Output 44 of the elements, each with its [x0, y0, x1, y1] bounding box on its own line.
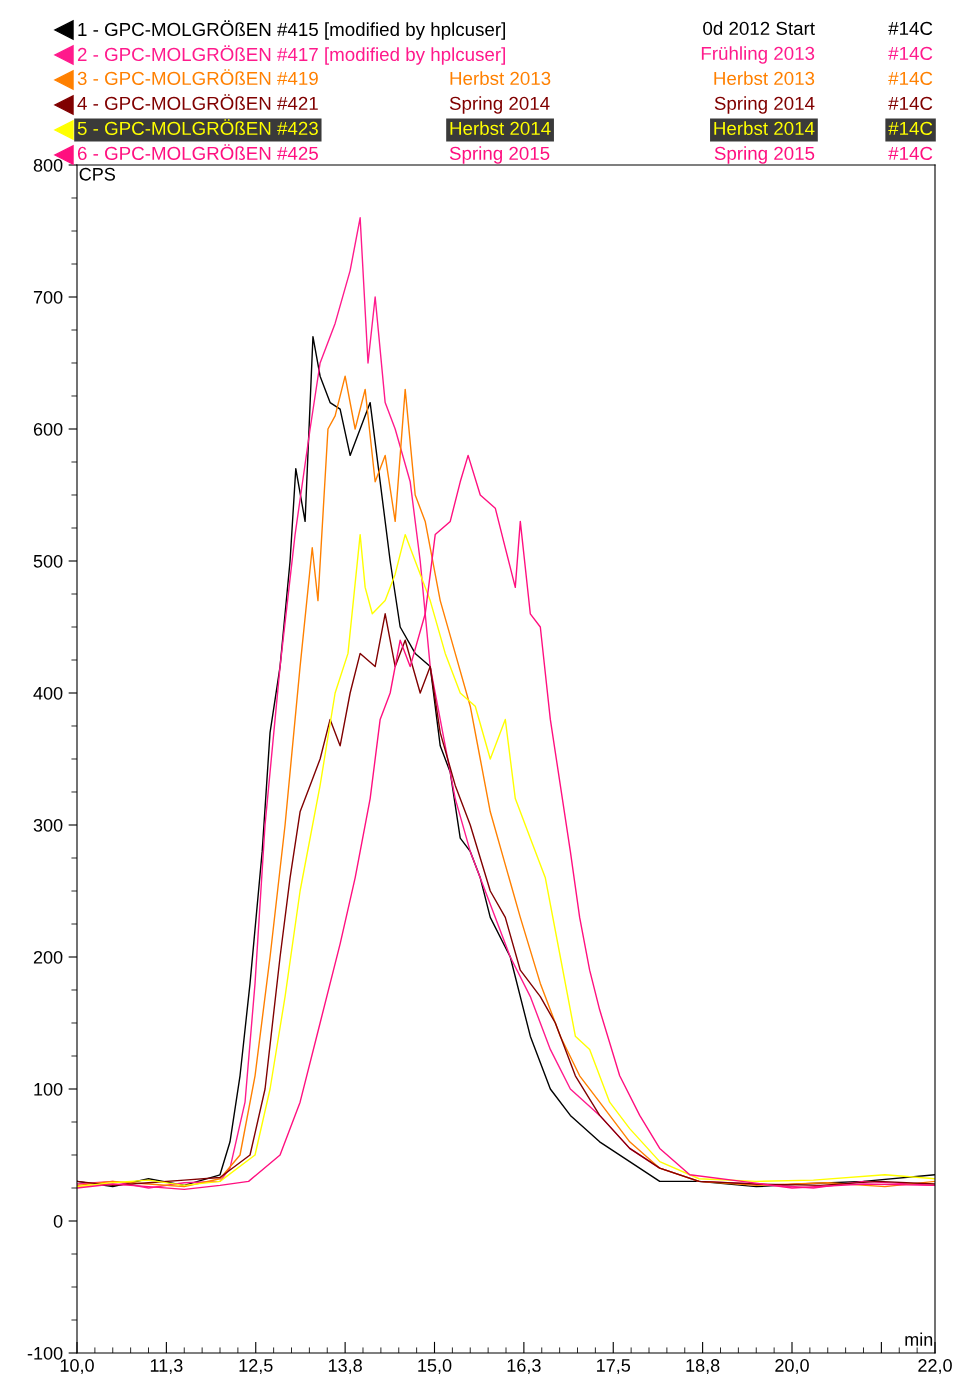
text: Herbst 2014: [450, 121, 551, 136]
legend-label: 2 - GPC-MOLGRÖßEN #417 [modified by hplcuser]: [77, 45, 505, 65]
y-tick-label: 600: [33, 422, 63, 436]
y-tick-label: 400: [33, 686, 63, 700]
text: Spring 2015: [449, 146, 550, 164]
text: Spring 2014: [714, 96, 815, 114]
y-tick-label: 700: [33, 290, 63, 304]
text: Spring 2015: [714, 146, 815, 164]
x-tick-label: 13,8: [328, 1359, 362, 1374]
text: #14C: [888, 71, 933, 86]
x-axis-title: min: [905, 1332, 933, 1346]
x-tick-label: 16,3: [507, 1359, 541, 1374]
y-tick-label: 100: [34, 1082, 63, 1096]
text: #14C: [888, 96, 933, 111]
legend-label: 4 - GPC-MOLGRÖßEN #421: [77, 94, 318, 111]
x-tick-label: 18,8: [686, 1359, 720, 1374]
legend-label: 5 - GPC-MOLGRÖßEN #423: [77, 119, 318, 136]
text: 0d 2012 Start: [703, 21, 815, 36]
x-tick-label: 22,0: [918, 1359, 952, 1374]
x-tick-label: 10,0: [60, 1359, 94, 1374]
x-tick-label: 17,5: [597, 1359, 631, 1374]
y-tick-label: -100: [27, 1346, 63, 1360]
x-tick-label: 12,5: [239, 1359, 273, 1374]
y-axis-title: CPS: [79, 167, 116, 181]
text: #14C: [888, 21, 933, 36]
x-tick-label: 15,0: [418, 1359, 452, 1374]
x-tick-label: 11,3: [150, 1359, 183, 1374]
y-tick-label: 800: [33, 158, 63, 172]
y-tick-label: 300: [33, 818, 63, 832]
legend-label: 6 - GPC-MOLGRÖßEN #425: [77, 144, 318, 161]
text: #14C: [888, 146, 933, 161]
y-tick-label: 200: [33, 950, 63, 964]
text: #14C: [888, 46, 933, 61]
legend-label: 3 - GPC-MOLGRÖßEN #419: [77, 69, 318, 86]
text: #14C: [888, 121, 933, 136]
text: Frühling 2013: [701, 46, 815, 64]
text: Herbst 2013: [450, 71, 551, 86]
x-tick-label: 20,0: [775, 1359, 809, 1374]
text: Spring 2014: [449, 96, 550, 114]
legend-label: 1 - GPC-MOLGRÖßEN #415 [modified by hplcuser]: [78, 20, 505, 40]
text: Herbst 2013: [714, 71, 815, 86]
y-tick-label: 500: [33, 554, 63, 568]
text: Herbst 2014: [714, 121, 815, 136]
y-tick-label: 0: [53, 1214, 63, 1228]
